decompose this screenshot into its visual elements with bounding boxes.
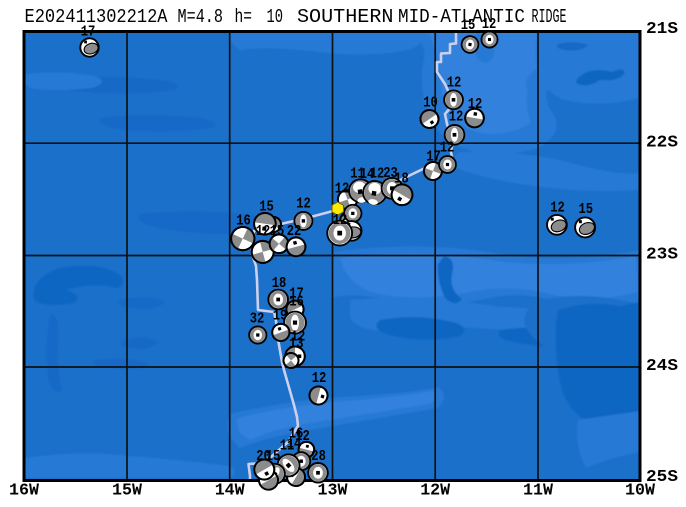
svg-text:10: 10 — [267, 6, 284, 28]
svg-text:SOUTHERN: SOUTHERN — [297, 6, 394, 28]
svg-text:12: 12 — [482, 16, 497, 33]
svg-text:12: 12 — [370, 166, 385, 183]
svg-text:21S: 21S — [646, 20, 678, 39]
svg-text:13W: 13W — [318, 482, 349, 501]
svg-text:15: 15 — [270, 223, 285, 240]
svg-text:18: 18 — [272, 275, 287, 292]
svg-text:19: 19 — [273, 308, 288, 325]
svg-text:17: 17 — [426, 149, 441, 166]
svg-text:24S: 24S — [646, 357, 678, 376]
svg-text:16: 16 — [289, 294, 304, 311]
svg-text:16: 16 — [289, 426, 304, 443]
svg-text:22S: 22S — [646, 134, 678, 153]
svg-text:12: 12 — [295, 428, 310, 445]
svg-text:28: 28 — [311, 448, 326, 465]
svg-text:MID-ATLANTIC: MID-ATLANTIC — [398, 6, 525, 28]
svg-text:12W: 12W — [420, 482, 451, 501]
svg-text:E202411302212A: E202411302212A — [25, 6, 168, 28]
svg-text:12: 12 — [550, 199, 565, 216]
svg-text:12: 12 — [312, 370, 327, 387]
svg-text:13: 13 — [289, 336, 304, 353]
svg-text:15: 15 — [266, 448, 281, 465]
svg-text:12: 12 — [291, 328, 306, 345]
svg-text:18: 18 — [394, 171, 409, 188]
svg-text:15: 15 — [461, 17, 476, 34]
svg-text:RIDGE: RIDGE — [532, 6, 567, 28]
svg-text:12: 12 — [256, 223, 271, 240]
svg-text:16W: 16W — [9, 482, 40, 501]
svg-text:12: 12 — [468, 96, 483, 113]
svg-text:15: 15 — [259, 199, 274, 216]
svg-text:17: 17 — [289, 286, 304, 303]
svg-text:25S: 25S — [646, 468, 678, 487]
svg-text:11: 11 — [280, 438, 295, 455]
svg-text:20: 20 — [256, 448, 271, 465]
svg-text:10: 10 — [423, 95, 438, 112]
svg-text:32: 32 — [250, 311, 265, 328]
svg-text:23S: 23S — [646, 246, 678, 265]
svg-text:11W: 11W — [523, 482, 554, 501]
svg-text:22: 22 — [287, 223, 302, 240]
svg-text:14: 14 — [287, 436, 302, 453]
svg-text:M=4.8: M=4.8 — [178, 6, 224, 28]
svg-text:23: 23 — [383, 165, 398, 182]
svg-text:12: 12 — [296, 196, 311, 213]
svg-text:15: 15 — [579, 201, 594, 218]
svg-text:16: 16 — [236, 213, 251, 230]
svg-text:12: 12 — [449, 109, 464, 126]
svg-text:14: 14 — [360, 166, 375, 183]
svg-text:12: 12 — [440, 140, 455, 157]
svg-text:h=: h= — [235, 6, 253, 28]
svg-text:12: 12 — [447, 75, 462, 92]
svg-text:14W: 14W — [215, 482, 246, 501]
svg-text:10W: 10W — [625, 482, 656, 501]
svg-text:15W: 15W — [112, 482, 143, 501]
svg-text:12: 12 — [333, 212, 348, 229]
svg-text:11: 11 — [350, 166, 365, 183]
svg-text:12: 12 — [335, 181, 350, 198]
svg-text:17: 17 — [81, 24, 96, 41]
